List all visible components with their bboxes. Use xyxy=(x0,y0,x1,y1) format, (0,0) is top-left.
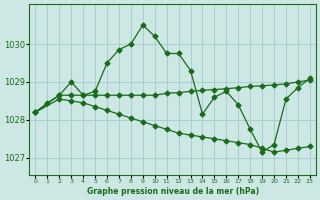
X-axis label: Graphe pression niveau de la mer (hPa): Graphe pression niveau de la mer (hPa) xyxy=(87,187,259,196)
